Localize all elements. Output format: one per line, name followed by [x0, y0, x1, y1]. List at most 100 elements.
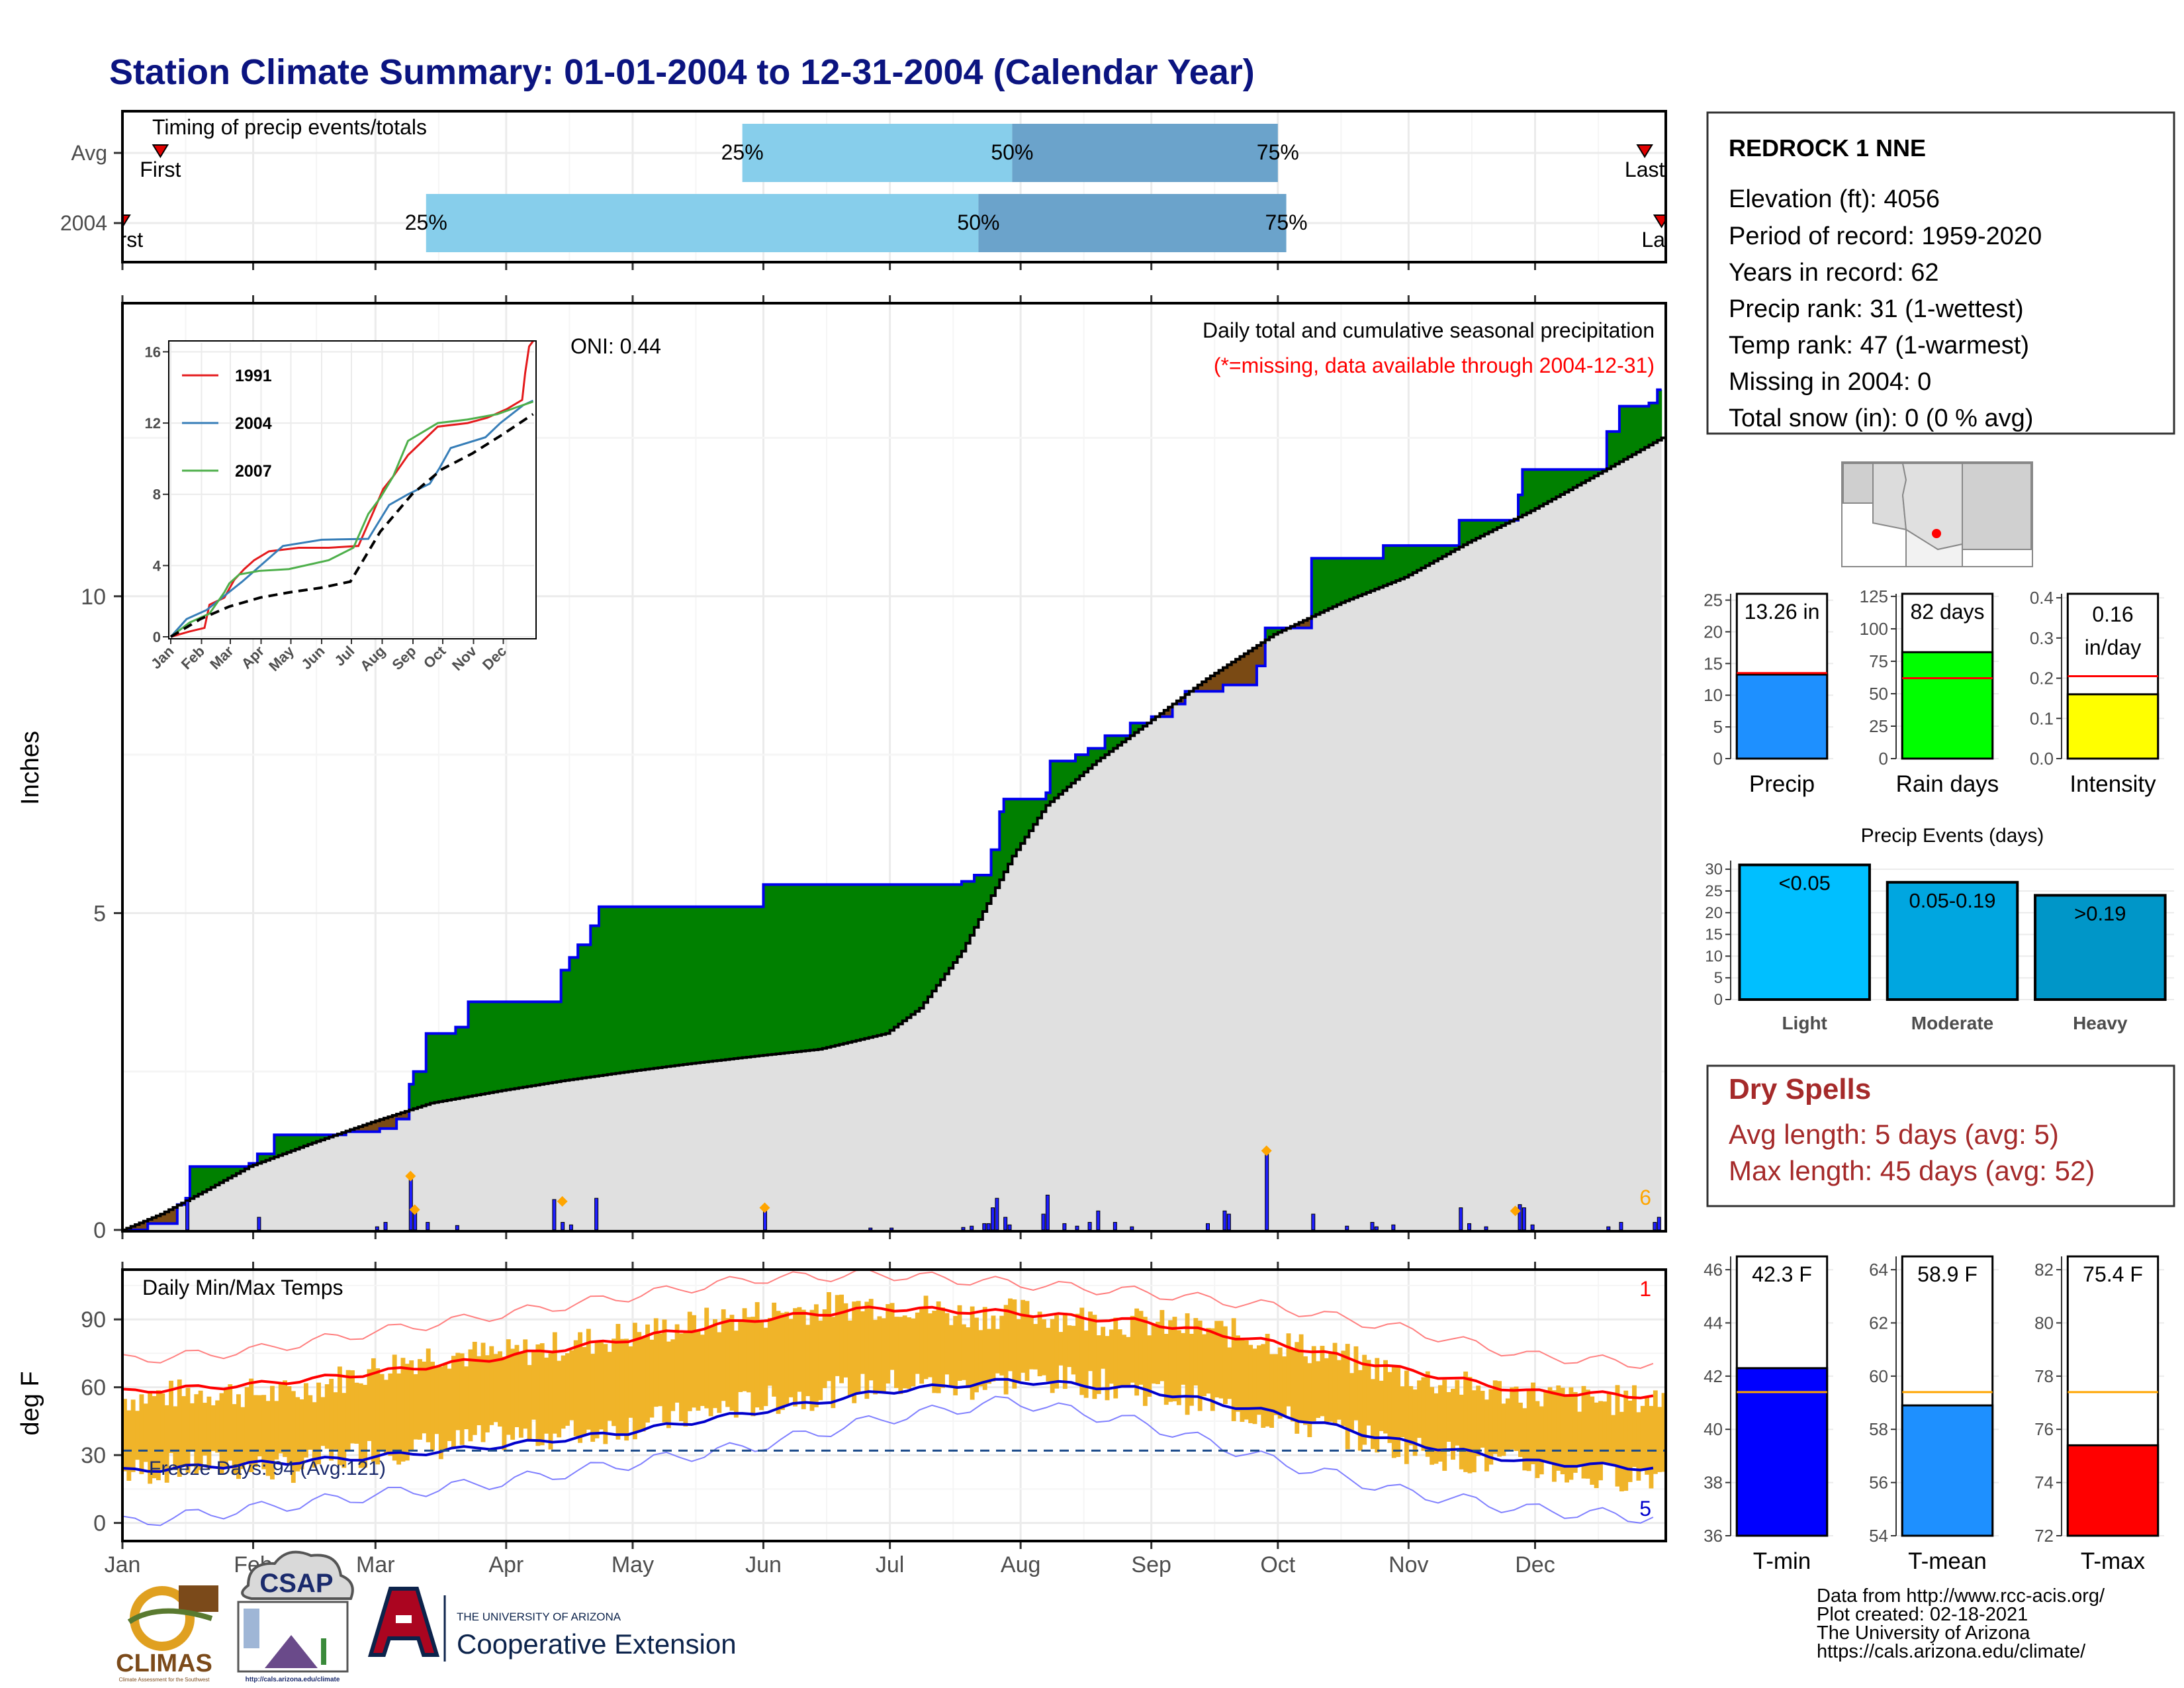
- daily-temp-bar: [1244, 1340, 1249, 1420]
- precip-above-avg-slice: [746, 906, 751, 1057]
- precip-above-avg-slice: [1421, 545, 1426, 569]
- precip-below-avg-slice: [1168, 707, 1173, 717]
- daily-temp-bar: [1008, 1298, 1013, 1372]
- daily-temp-bar: [489, 1346, 494, 1425]
- summary-ytick-label-1-2: 50: [1869, 684, 1888, 704]
- daily-temp-bar: [1400, 1386, 1405, 1438]
- precip-above-avg-slice: [1598, 469, 1604, 474]
- precip-below-avg-slice: [1176, 700, 1181, 704]
- daily-temp-bar: [1590, 1396, 1595, 1485]
- climas-logo-swoosh: [127, 1608, 213, 1624]
- precip-below-avg-slice: [354, 1128, 359, 1132]
- daily-temp-bar: [944, 1313, 950, 1375]
- daily-temp-bar: [1370, 1379, 1375, 1449]
- daily-temp-bar: [535, 1344, 541, 1446]
- daily-temp-bar: [514, 1344, 520, 1427]
- precip-above-avg-slice: [645, 906, 651, 1070]
- daily-temp-bar: [999, 1315, 1005, 1376]
- precip-above-avg-slice: [915, 884, 920, 1011]
- daily-temp-bar: [1113, 1317, 1118, 1399]
- daily-temp-bar: [493, 1354, 498, 1423]
- precip-below-avg-slice: [371, 1122, 376, 1132]
- daily-temp-bar: [518, 1352, 523, 1438]
- daily-temp-bar: [721, 1309, 726, 1401]
- temp-corner-bottom: 5: [1639, 1497, 1651, 1521]
- daily-temp-bar: [565, 1353, 570, 1426]
- daily-temp-bar: [181, 1396, 187, 1466]
- daily-temp-bar: [919, 1308, 925, 1384]
- precip-above-avg-slice: [873, 884, 878, 1037]
- daily-temp-bar: [223, 1389, 228, 1469]
- daily-temp-bar: [1295, 1342, 1300, 1434]
- daily-temp-bar: [1543, 1391, 1549, 1462]
- daily-temp-bar: [324, 1384, 330, 1449]
- daily-temp-bar: [299, 1399, 304, 1470]
- daily-precip-bar-45: [1530, 1224, 1535, 1231]
- precip-above-avg-slice: [974, 874, 979, 927]
- precip-above-avg-slice: [733, 906, 739, 1059]
- daily-temp-bar: [1240, 1338, 1245, 1423]
- precip-above-avg-slice: [418, 1071, 422, 1107]
- daily-temp-bar: [1277, 1347, 1283, 1419]
- daily-temp-bar: [1430, 1387, 1435, 1465]
- precip-above-avg-slice: [987, 874, 992, 904]
- daily-temp-bar: [1214, 1321, 1220, 1398]
- precip-below-avg-slice: [379, 1119, 385, 1129]
- precip-above-avg-slice: [219, 1166, 224, 1183]
- precip-above-avg-slice: [818, 884, 823, 1050]
- daily-temp-bar: [1320, 1346, 1325, 1417]
- daily-temp-bar: [624, 1338, 629, 1441]
- daily-temp-bar: [1062, 1313, 1068, 1389]
- map-mexico: [1905, 528, 1963, 567]
- daily-temp-bar: [780, 1313, 785, 1411]
- footer-line-url: https://cals.arizona.edu/climate/: [1817, 1641, 2086, 1662]
- daily-precip-bar-28: [1096, 1210, 1101, 1231]
- footer-line-data: Data from http://www.rcc-acis.org/: [1817, 1585, 2105, 1607]
- precip-above-avg-slice: [324, 1135, 330, 1139]
- timing-avg-q25-label: 25%: [721, 140, 764, 164]
- precip-above-avg-slice: [898, 884, 903, 1024]
- inset-ytick-label-2: 8: [153, 487, 161, 503]
- precip-above-avg-slice: [907, 884, 912, 1018]
- daily-temp-bar: [683, 1331, 688, 1427]
- summary-ytick-label-0-2: 40: [1704, 1419, 1723, 1439]
- precip-events-title: Precip Events (days): [1861, 825, 2044, 847]
- daily-precip-bar-43: [1518, 1204, 1522, 1231]
- daily-temp-bar: [236, 1394, 241, 1479]
- daily-temp-bar: [615, 1323, 621, 1440]
- precip-above-avg-slice: [864, 884, 870, 1039]
- daily-temp-bar: [169, 1380, 173, 1454]
- precip-above-avg-slice: [455, 1027, 461, 1099]
- precip-above-avg-slice: [413, 1071, 418, 1109]
- temp-ytick-label-2: 60: [81, 1376, 106, 1401]
- precip-above-avg-slice: [1311, 558, 1316, 617]
- daily-temp-bar: [510, 1348, 516, 1440]
- precip-above-avg-slice: [995, 849, 1000, 888]
- daily-temp-bar: [1021, 1299, 1026, 1373]
- daily-temp-bar: [1298, 1334, 1304, 1423]
- daily-precip-bar-26: [1075, 1225, 1079, 1231]
- precip-above-avg-slice: [1543, 469, 1549, 504]
- daily-temp-bar: [1206, 1328, 1211, 1394]
- events-category-label-Moderate: Moderate: [1911, 1013, 1993, 1033]
- map-state-arizona-west: [1872, 463, 1907, 531]
- precip-above-avg-slice: [966, 881, 971, 943]
- precip-above-avg-slice: [531, 1002, 537, 1086]
- precip-above-avg-slice: [692, 906, 697, 1064]
- precip-above-avg-slice: [1572, 469, 1578, 488]
- precip-above-avg-slice: [283, 1135, 288, 1154]
- daily-temp-bar: [1391, 1366, 1396, 1458]
- precip-above-avg-slice: [700, 906, 705, 1063]
- station-location-marker: [1932, 529, 1941, 538]
- daily-temp-bar: [978, 1330, 983, 1387]
- daily-temp-bar: [1193, 1318, 1199, 1385]
- precip-below-avg-slice: [404, 1111, 410, 1119]
- precip-events-panel: Precip Events (days) 0 5 10 15 20 25 30 <0.05 Li…: [1705, 825, 2174, 1033]
- precip-above-avg-slice: [776, 884, 781, 1055]
- daily-temp-bar: [557, 1360, 562, 1438]
- station-line-temp-rank: Temp rank: 47 (1-warmest): [1729, 332, 2029, 359]
- daily-temp-bar: [388, 1373, 393, 1456]
- events-ytick-label-3: 15: [1705, 926, 1723, 944]
- precip-above-avg-slice: [493, 1002, 498, 1092]
- daily-temp-bar: [1176, 1330, 1181, 1405]
